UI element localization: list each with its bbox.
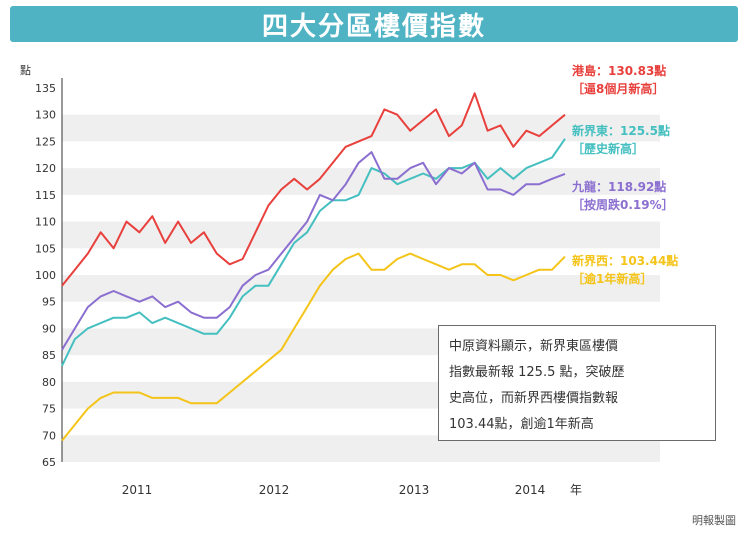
grid-bands (61, 78, 660, 462)
series-line-九龍 (61, 151, 566, 351)
series-lines (61, 92, 566, 442)
grid-band (62, 221, 660, 249)
y-tick-label: 135 (35, 82, 56, 95)
series-line-港島 (61, 92, 566, 287)
annotation-value: 九龍：118.92點 (572, 180, 667, 194)
y-tick-label: 85 (42, 349, 56, 362)
x-axis-unit-label: 年 (570, 483, 582, 497)
y-tick-label: 100 (35, 269, 56, 282)
x-axis-ticks: 2011 2012 2013 2014 年 (122, 483, 582, 497)
annotation-note: ［逼8個月新高］ (572, 82, 665, 96)
y-tick-label: 90 (42, 322, 56, 335)
y-tick-label: 80 (42, 376, 56, 389)
series-annotation: 港島：130.83點 ［逼8個月新高］ (572, 62, 666, 98)
x-tick-label: 2013 (399, 483, 430, 497)
annotation-value: 港島：130.83點 (572, 64, 667, 78)
annotation-note: ［逾1年新高］ (572, 272, 653, 286)
y-tick-label: 110 (35, 216, 56, 229)
note-line: 指數最新報 125.5 點，突破歷 (449, 365, 625, 380)
note-line: 中原資料顯示，新界東區樓價 (449, 339, 619, 354)
y-tick-label: 120 (35, 162, 56, 175)
y-tick-label: 115 (35, 189, 56, 202)
grid-band (62, 275, 660, 302)
grid-band (62, 114, 660, 142)
y-tick-label: 65 (42, 456, 56, 469)
series-annotation: 新界西：103.44點 ［逾1年新高］ (572, 252, 678, 288)
title-bar: 四大分區樓價指數 (10, 6, 738, 42)
y-tick-label: 105 (35, 242, 56, 255)
y-tick-label: 130 (35, 109, 56, 122)
x-tick-label: 2012 (259, 483, 290, 497)
y-axis-unit-label: 點 (20, 64, 31, 77)
y-tick-label: 75 (42, 403, 56, 416)
series-line-新界西 (61, 252, 566, 442)
annotation-value: 新界西：103.44點 (572, 254, 679, 268)
note-box: 中原資料顯示，新界東區樓價 指數最新報 125.5 點，突破歷 史高位，而新界西… (438, 325, 716, 441)
y-tick-label: 95 (42, 296, 56, 309)
note-line: 史高位，而新界西樓價指數報 (449, 391, 619, 406)
chart-title: 四大分區樓價指數 (261, 11, 486, 42)
y-axis-ticks: 65 70 75 80 85 90 95 100 105 110 115 120 125 130 135 (35, 82, 56, 469)
annotation-note: ［歷史新高］ (572, 142, 645, 156)
y-tick-label: 125 (35, 135, 56, 148)
x-tick-label: 2011 (122, 483, 153, 497)
y-tick-label: 70 (42, 429, 56, 442)
series-line-新界東 (61, 138, 566, 367)
series-annotation: 新界東：125.5點 ［歷史新高］ (572, 122, 670, 158)
series-annotation: 九龍：118.92點 ［按周跌0.19%］ (572, 178, 674, 214)
annotation-note: ［按周跌0.19%］ (572, 198, 674, 212)
note-line: 103.44點，創逾1年新高 (449, 417, 594, 432)
x-tick-label: 2014 (515, 483, 546, 497)
credit-text: 明報製圖 (692, 514, 736, 527)
annotation-value: 新界東：125.5點 (572, 124, 670, 138)
